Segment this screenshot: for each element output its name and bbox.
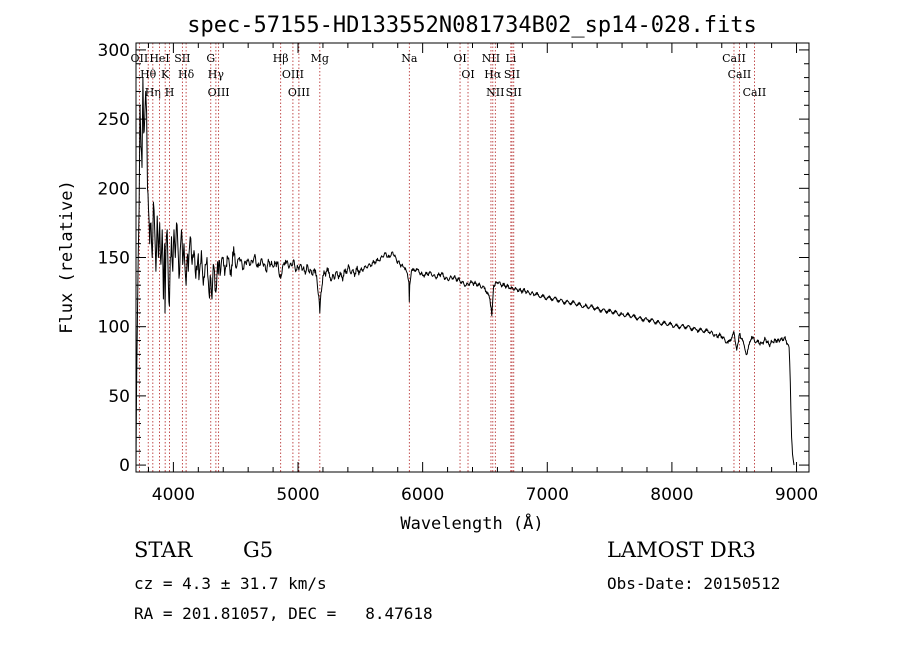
survey-name: LAMOST DR3 (607, 538, 756, 562)
x-tick-label-3: 7000 (526, 485, 569, 505)
spectrum-line-0 (135, 77, 795, 466)
marker-label-12: OIII (282, 68, 304, 81)
marker-label-3: HeI (149, 52, 169, 65)
y-tick-label-4: 200 (98, 179, 130, 199)
marker-label-14: Mg (311, 52, 329, 65)
marker-label-13: OIII (288, 86, 310, 99)
y-tick-label-0: 0 (119, 456, 130, 476)
marker-label-18: NII (482, 52, 500, 65)
marker-label-0: OII (131, 52, 149, 65)
marker-label-4: K (161, 68, 170, 81)
x-tick-label-4: 8000 (650, 485, 693, 505)
marker-label-16: OI (453, 52, 466, 65)
marker-label-15: Na (401, 52, 418, 65)
marker-label-11: Hβ (273, 52, 289, 65)
marker-label-24: CaII (722, 52, 746, 65)
marker-label-2: Hη (145, 86, 161, 99)
object-subclass: G5 (243, 538, 274, 562)
marker-label-19: Hα (484, 68, 502, 81)
x-axis-label: Wavelength (Å) (400, 512, 543, 534)
marker-label-20: NII (486, 86, 504, 99)
y-tick-label-3: 150 (98, 249, 130, 269)
y-axis-label: Flux (relative) (57, 180, 77, 334)
y-tick-label-6: 300 (98, 41, 130, 61)
marker-label-26: CaII (743, 86, 767, 99)
x-tick-label-0: 4000 (152, 485, 195, 505)
marker-label-6: SII (174, 52, 190, 65)
marker-label-10: OIII (208, 86, 230, 99)
coordinates-info: RA = 201.81057, DEC = 8.47618 (134, 604, 433, 623)
marker-label-23: SII (506, 86, 522, 99)
object-class: STAR (134, 538, 193, 562)
x-tick-label-1: 5000 (276, 485, 319, 505)
marker-label-21: Li (505, 52, 516, 65)
axes: 4000 5000 6000 7000 8000 9000 0 50 100 150 200 250 3… (98, 41, 819, 505)
x-tick-label-5: 9000 (775, 485, 818, 505)
redshift-info: cz = 4.3 ± 31.7 km/s (134, 574, 327, 593)
marker-label-25: CaII (728, 68, 752, 81)
observation-date: Obs-Date: 20150512 (607, 574, 781, 593)
marker-label-8: G (206, 52, 215, 65)
marker-label-5: H (165, 86, 175, 99)
x-tick-label-2: 6000 (401, 485, 444, 505)
plot-frame (135, 42, 810, 473)
marker-label-17: OI (461, 68, 474, 81)
marker-label-9: Hγ (208, 68, 225, 81)
y-tick-label-2: 100 (98, 318, 130, 338)
y-tick-label-5: 250 (98, 110, 130, 130)
marker-label-7: Hδ (178, 68, 195, 81)
marker-label-22: SII (504, 68, 520, 81)
chart-title: spec-57155-HD133552N081734B02_sp14-028.f… (187, 13, 757, 38)
y-tick-label-1: 50 (108, 387, 130, 407)
series-layer (135, 77, 795, 466)
